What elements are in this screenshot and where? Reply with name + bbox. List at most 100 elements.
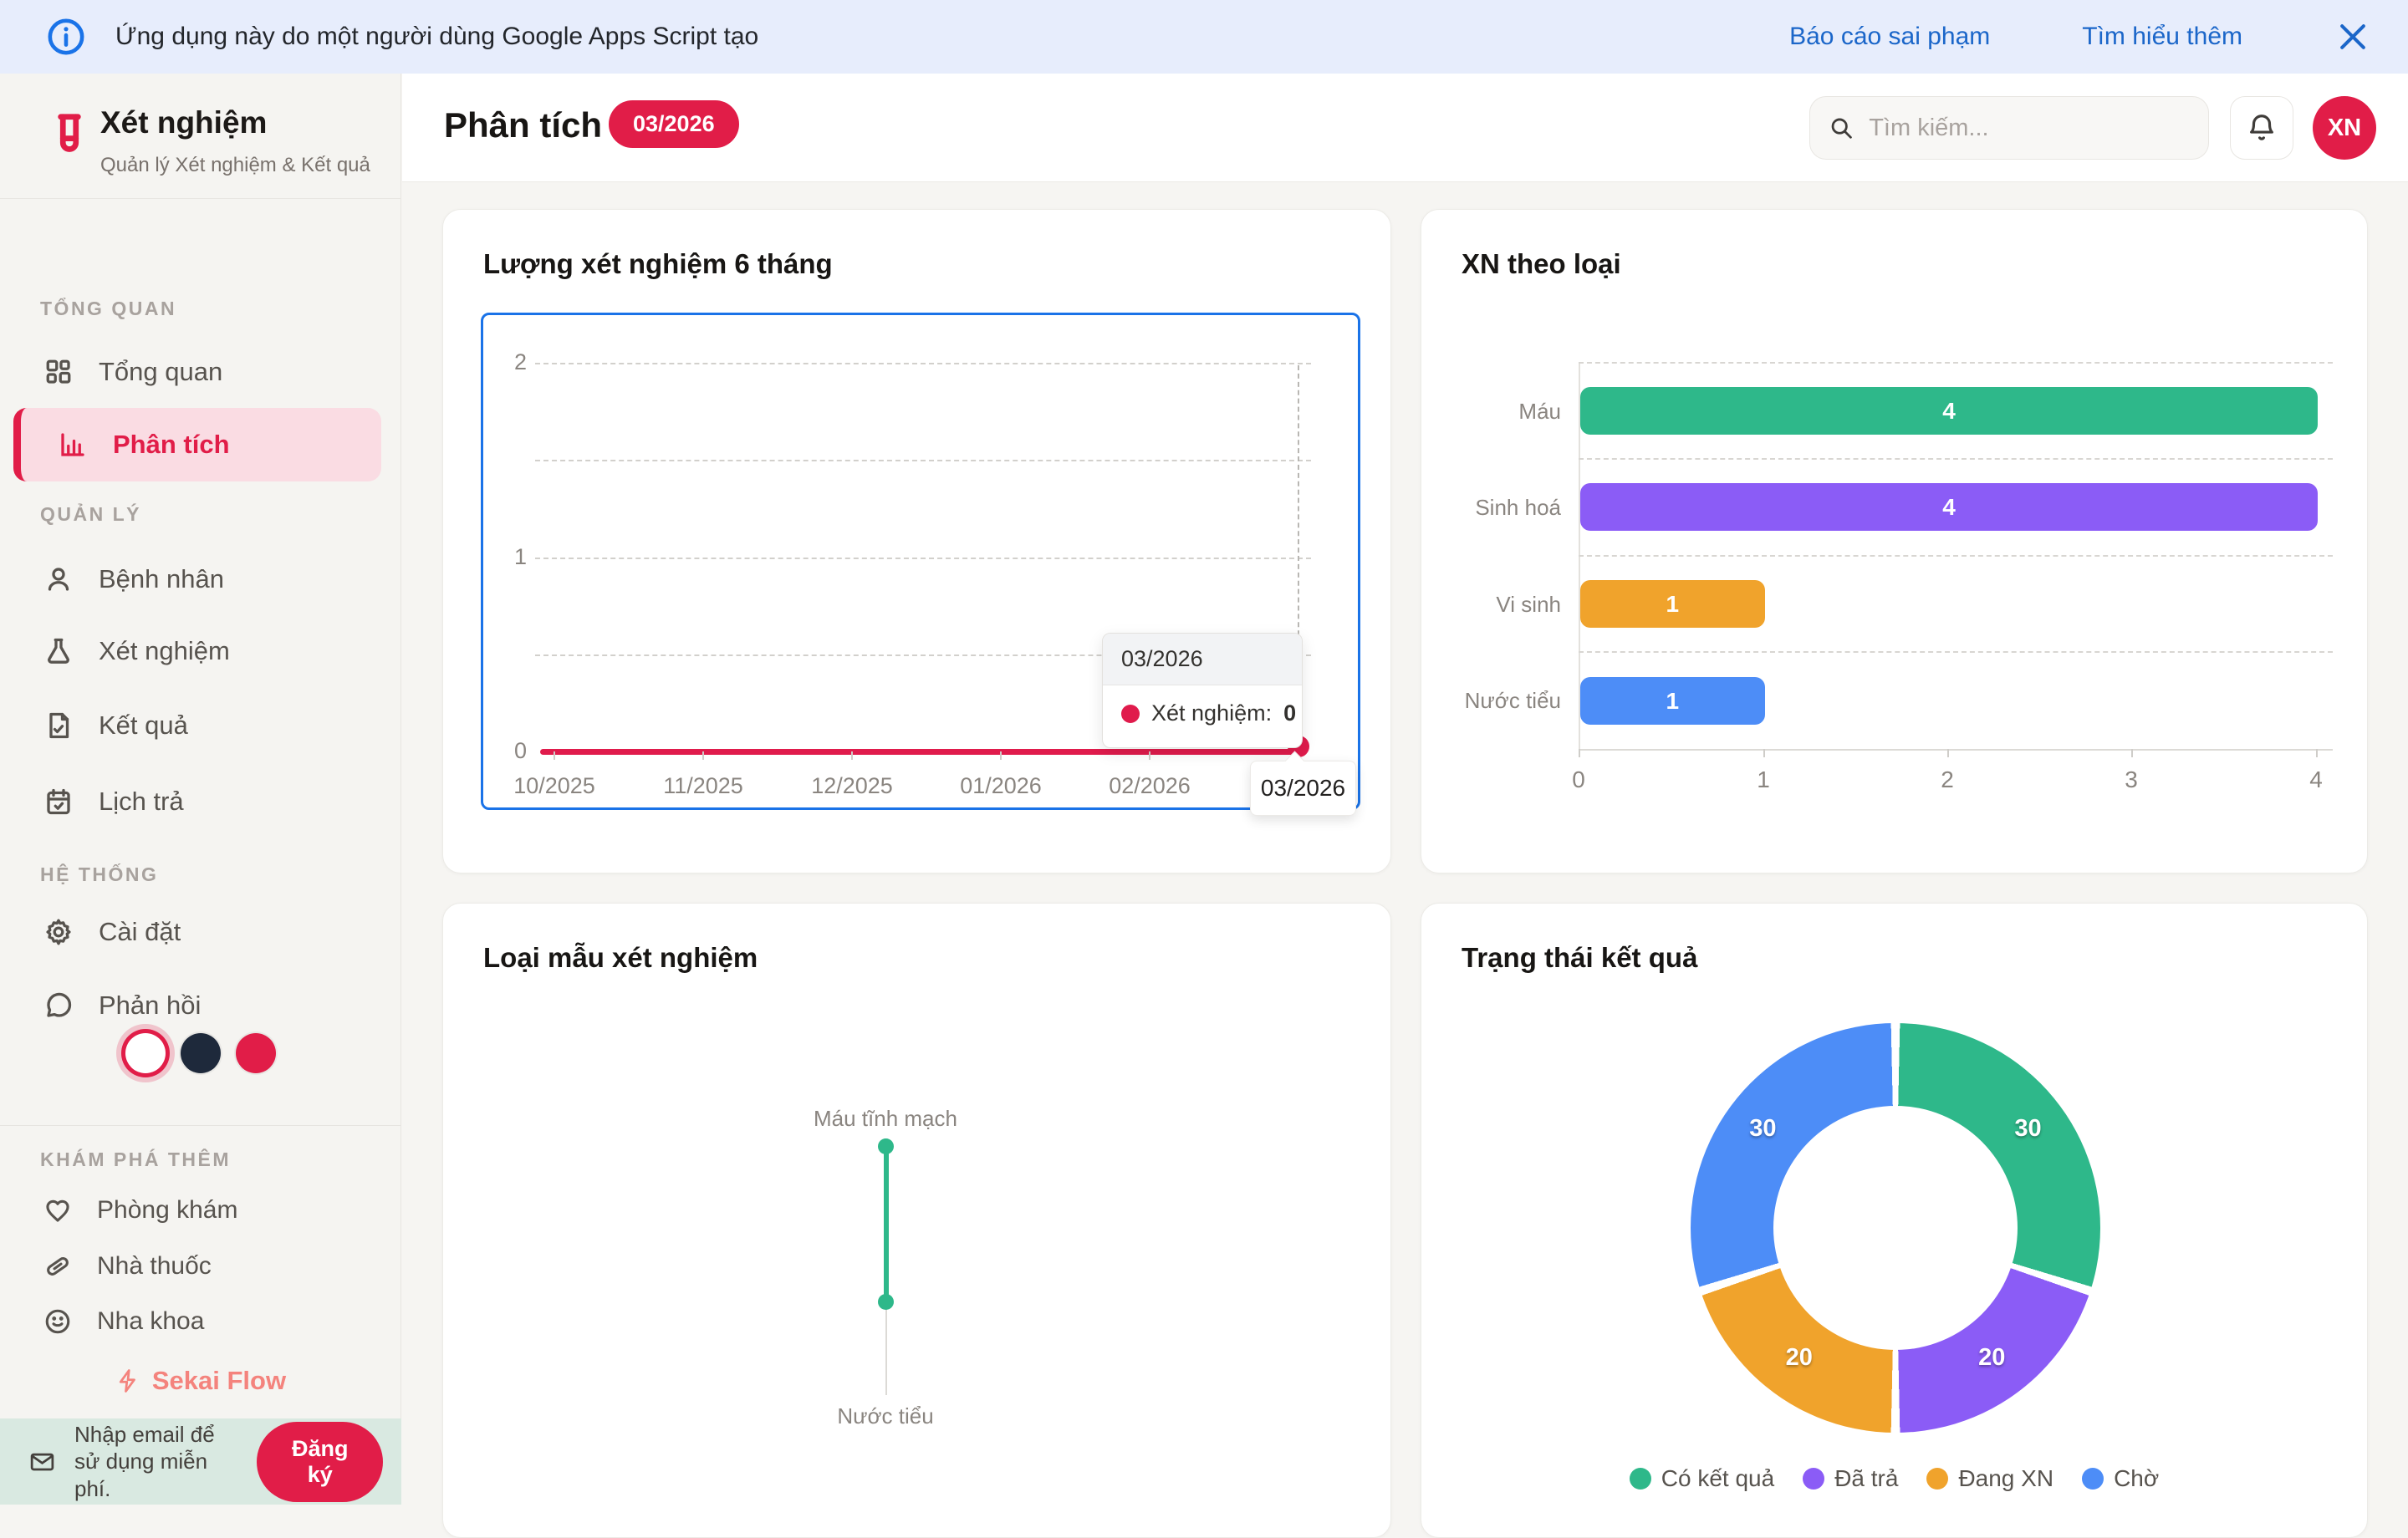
avatar[interactable]: XN bbox=[2313, 96, 2376, 160]
gridline bbox=[535, 363, 1311, 364]
app-title: Xét nghiệm bbox=[100, 105, 268, 140]
sekai-flow-brand[interactable]: Sekai Flow bbox=[0, 1366, 401, 1396]
x-tick-label: 1 bbox=[1757, 766, 1770, 792]
line-chart-canvas[interactable]: 2 1 0 10/2025 11/2025 12/2025 01/2026 02… bbox=[481, 313, 1360, 816]
sidebar-item-label: Kết quả bbox=[99, 710, 188, 740]
gridline bbox=[1579, 362, 2333, 364]
search-box[interactable] bbox=[1809, 96, 2209, 160]
signup-button[interactable]: Đăng ký bbox=[257, 1421, 383, 1502]
smiley-icon bbox=[45, 1309, 70, 1334]
gridline bbox=[1579, 651, 2333, 653]
lightning-icon bbox=[119, 1369, 135, 1393]
card-title: Lượng xét nghiệm 6 tháng bbox=[483, 248, 833, 279]
hover-x-label: 03/2026 bbox=[1250, 761, 1356, 816]
x-tick bbox=[1947, 749, 1949, 757]
x-tick bbox=[2316, 749, 2318, 757]
sidebar: Xét nghiệm Quản lý Xét nghiệm & Kết quả … bbox=[0, 74, 401, 1505]
search-input[interactable] bbox=[1869, 114, 2190, 142]
dashboard-grid-icon bbox=[46, 359, 71, 384]
sidebar-item-nha-khoa[interactable]: Nha khoa bbox=[0, 1291, 401, 1352]
legend-label: Chờ bbox=[2114, 1465, 2160, 1491]
sidebar-item-label: Lịch trả bbox=[99, 787, 184, 816]
notifications-button[interactable] bbox=[2230, 96, 2293, 160]
sidebar-item-label: Tổng quan bbox=[99, 357, 223, 386]
radar-axis-label: Máu tĩnh mạch bbox=[814, 1106, 957, 1131]
card-title: Trạng thái kết quả bbox=[1462, 942, 1698, 973]
sidebar-item-label: Cài đặt bbox=[99, 917, 181, 946]
radar-chart-canvas[interactable]: Máu tĩnh mạch Nước tiểu bbox=[443, 904, 1390, 1537]
bar-chart-canvas[interactable]: Máu Sinh hoá Vi sinh Nước tiểu 4 4 1 1 0… bbox=[1421, 210, 2367, 873]
info-icon bbox=[48, 18, 84, 55]
sidebar-item-nha-thuoc[interactable]: Nhà thuốc bbox=[0, 1236, 401, 1296]
legend-item[interactable]: Đã trả bbox=[1803, 1465, 1898, 1492]
sidebar-item-benh-nhan[interactable]: Bệnh nhân bbox=[0, 549, 401, 609]
close-icon[interactable] bbox=[2334, 18, 2371, 55]
flask-icon bbox=[48, 638, 69, 664]
sidebar-item-label: Phân tích bbox=[113, 430, 230, 459]
theme-dot-light[interactable] bbox=[125, 1033, 166, 1073]
report-abuse-link[interactable]: Báo cáo sai phạm bbox=[1789, 23, 1991, 50]
series-line bbox=[540, 749, 1299, 755]
legend-dot bbox=[2082, 1468, 2104, 1490]
radar-series-line bbox=[884, 1146, 889, 1302]
main-header: Phân tích 03/2026 XN bbox=[402, 74, 2408, 182]
legend-dot bbox=[1926, 1468, 1949, 1490]
sidebar-item-label: Nhà thuốc bbox=[97, 1252, 212, 1280]
sidebar-item-tong-quan[interactable]: Tổng quan bbox=[0, 342, 401, 402]
y-tick-label: 0 bbox=[513, 738, 527, 763]
legend-dot bbox=[1803, 1468, 1825, 1490]
theme-dot-dark[interactable] bbox=[181, 1033, 221, 1073]
section-explore-label: KHÁM PHÁ THÊM bbox=[40, 1148, 231, 1170]
bar: 1 bbox=[1580, 580, 1765, 628]
x-tick bbox=[1763, 749, 1765, 757]
x-tick bbox=[851, 751, 853, 760]
legend-item[interactable]: Có kết quả bbox=[1629, 1465, 1774, 1492]
sidebar-item-phan-hoi[interactable]: Phản hồi bbox=[0, 975, 401, 1036]
sidebar-item-lich-tra[interactable]: Lịch trả bbox=[0, 772, 401, 832]
main-area: Phân tích 03/2026 XN Lượng xét nghiệm 6 … bbox=[402, 74, 2408, 1538]
legend-label: Đang XN bbox=[1958, 1465, 2054, 1491]
learn-more-link[interactable]: Tìm hiểu thêm bbox=[2082, 23, 2242, 50]
legend-label: Đã trả bbox=[1834, 1465, 1899, 1491]
tooltip-title: 03/2026 bbox=[1103, 634, 1302, 685]
test-tube-icon bbox=[58, 114, 81, 152]
sidebar-item-xet-nghiem[interactable]: Xét nghiệm bbox=[0, 621, 401, 681]
sekai-flow-label: Sekai Flow bbox=[151, 1366, 287, 1395]
slice-value-label: 20 bbox=[1978, 1343, 2006, 1371]
theme-dot-red[interactable] bbox=[236, 1033, 276, 1073]
x-tick bbox=[1579, 749, 1580, 757]
sidebar-item-phong-kham[interactable]: Phòng khám bbox=[0, 1180, 401, 1240]
sidebar-item-cai-dat[interactable]: Cài đặt bbox=[0, 902, 401, 962]
bar: 1 bbox=[1580, 677, 1765, 725]
heart-icon bbox=[46, 1199, 69, 1222]
sidebar-item-phan-tich[interactable]: Phân tích bbox=[13, 408, 381, 481]
radar-axis-label: Nước tiểu bbox=[837, 1403, 934, 1429]
patient-icon bbox=[48, 568, 69, 591]
x-tick-label: 10/2025 bbox=[513, 773, 595, 798]
hover-crosshair bbox=[1298, 365, 1299, 751]
card-bar-chart: XN theo loại Máu Sinh hoá Vi sinh Nước t… bbox=[1421, 209, 2368, 873]
bell-icon bbox=[2250, 115, 2273, 140]
y-tick-label: 2 bbox=[513, 349, 527, 374]
sidebar-item-ket-qua[interactable]: Kết quả bbox=[0, 695, 401, 756]
card-title: XN theo loại bbox=[1462, 248, 1621, 279]
sidebar-item-label: Nha khoa bbox=[97, 1307, 205, 1335]
category-label: Máu bbox=[1518, 399, 1561, 424]
x-tick-label: 0 bbox=[1572, 766, 1585, 792]
legend-item[interactable]: Đang XN bbox=[1926, 1465, 2053, 1492]
x-tick bbox=[1000, 751, 1002, 760]
sidebar-item-label: Phản hồi bbox=[99, 991, 202, 1020]
theme-color-picker bbox=[0, 1033, 401, 1073]
category-label: Vi sinh bbox=[1496, 592, 1561, 617]
gridline bbox=[1579, 458, 2333, 460]
donut-chart-canvas[interactable]: 30 20 20 30 bbox=[1691, 1023, 2100, 1433]
sidebar-divider bbox=[0, 1125, 401, 1126]
category-label: Sinh hoá bbox=[1475, 495, 1561, 520]
email-cta-text: Nhập email để sử dụng miễn phí. bbox=[74, 1421, 215, 1501]
card-title: Loại mẫu xét nghiệm bbox=[483, 942, 758, 973]
app-subtitle: Quản lý Xét nghiệm & Kết quả bbox=[100, 154, 370, 176]
pill-icon bbox=[47, 1257, 69, 1276]
legend-item[interactable]: Chờ bbox=[2082, 1465, 2159, 1492]
search-icon bbox=[1831, 118, 1852, 139]
section-overview-label: TỔNG QUAN bbox=[40, 298, 177, 319]
